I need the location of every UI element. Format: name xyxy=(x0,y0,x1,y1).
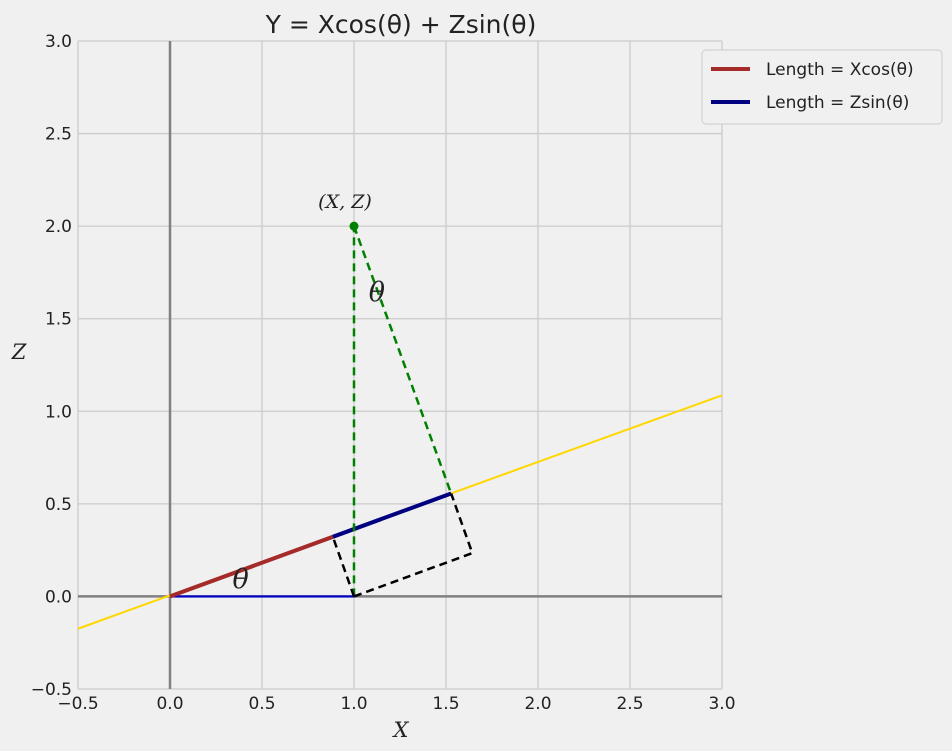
zsin-segment xyxy=(332,491,452,539)
grid-lines xyxy=(77,40,723,690)
x-tick-label: 2.0 xyxy=(524,694,551,714)
x-tick-label: 2.5 xyxy=(616,694,643,714)
xcos-segment xyxy=(169,534,334,599)
y-tick-label: 2.5 xyxy=(45,125,72,145)
y-tick-label: 0.5 xyxy=(45,495,72,515)
y-tick-label: 0.0 xyxy=(45,587,72,607)
angle-label-point: θ xyxy=(369,277,385,308)
x-tick-label: 1.5 xyxy=(432,694,459,714)
tick-labels: −0.5 0.0 0.5 1.0 1.5 2.0 2.5 3.0 −0.5 0.0 0.5 1.0 1.… xyxy=(31,32,736,714)
dashed-box-side xyxy=(331,536,356,597)
y-tick-label: 2.0 xyxy=(45,217,72,237)
legend: Length = Xcos(θ) Length = Zsin(θ) xyxy=(701,49,943,125)
x-axis-label: X xyxy=(392,718,410,742)
y-tick-label: 1.0 xyxy=(45,402,72,422)
point-label: (X, Z) xyxy=(318,191,372,213)
legend-box xyxy=(701,49,943,125)
point-marker xyxy=(349,221,359,231)
x-tick-label: −0.5 xyxy=(57,694,98,714)
angle-label-origin: θ xyxy=(233,564,249,595)
perpendicular-dashed-line xyxy=(352,225,453,494)
y-axis-label: Z xyxy=(11,340,27,364)
y-tick-label: 1.5 xyxy=(45,310,72,330)
legend-label-xcos: Length = Xcos(θ) xyxy=(766,60,914,80)
chart-title: Y = Xcos(θ) + Zsin(θ) xyxy=(265,10,537,39)
x-tick-label: 3.0 xyxy=(708,694,735,714)
x-tick-label: 0.0 xyxy=(156,694,183,714)
x-tick-label: 1.0 xyxy=(340,694,367,714)
dashed-box xyxy=(353,493,474,598)
plot-series xyxy=(77,41,723,689)
y-tick-label: 3.0 xyxy=(45,32,72,52)
x-tick-label: 0.5 xyxy=(248,694,275,714)
y-tick-label: −0.5 xyxy=(31,680,72,700)
legend-label-zsin: Length = Zsin(θ) xyxy=(766,93,909,113)
